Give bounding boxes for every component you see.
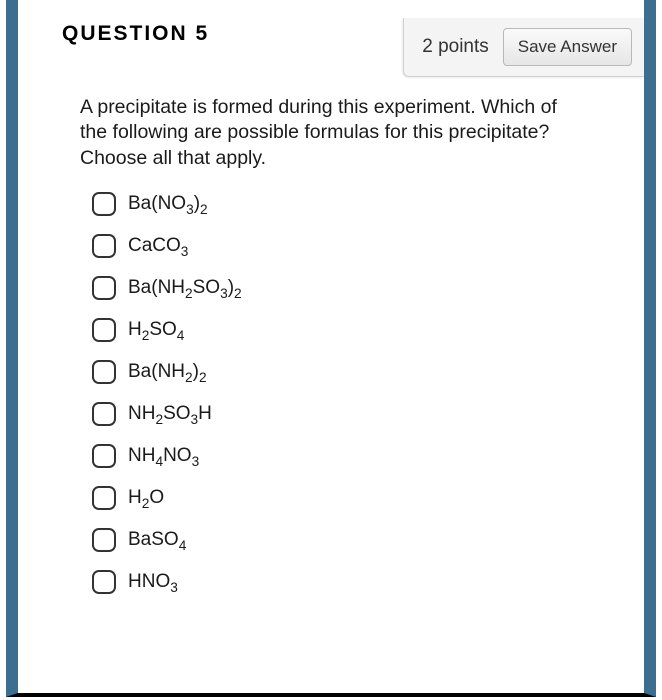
option-label: Ba(NH2SO3)2 <box>128 277 242 299</box>
save-answer-button[interactable]: Save Answer <box>503 28 632 66</box>
option-row: Ba(NH2)2 <box>92 351 644 393</box>
option-checkbox[interactable] <box>92 444 116 468</box>
option-label: NH4NO3 <box>128 445 199 467</box>
option-row: Ba(NH2SO3)2 <box>92 267 644 309</box>
option-label: H2O <box>128 487 164 509</box>
question-header: QUESTION 5 2 points Save Answer <box>18 0 644 77</box>
option-checkbox[interactable] <box>92 486 116 510</box>
option-label: BaSO4 <box>128 529 186 551</box>
option-row: NH4NO3 <box>92 435 644 477</box>
option-checkbox[interactable] <box>92 360 116 384</box>
option-row: BaSO4 <box>92 519 644 561</box>
option-label: NH2SO3H <box>128 403 212 425</box>
option-row: HNO3 <box>92 561 644 603</box>
option-label: Ba(NH2)2 <box>128 361 207 383</box>
options-list: Ba(NO3)2 CaCO3 Ba(NH2SO3)2 H2SO4 Ba(NH2)2 NH2… <box>18 171 644 603</box>
header-toolbar: 2 points Save Answer <box>403 18 644 77</box>
question-prompt: A precipitate is formed during this expe… <box>18 77 644 171</box>
option-checkbox[interactable] <box>92 234 116 258</box>
option-checkbox[interactable] <box>92 402 116 426</box>
question-title: QUESTION 5 <box>18 18 209 46</box>
option-label: HNO3 <box>128 571 178 593</box>
option-checkbox[interactable] <box>92 276 116 300</box>
option-checkbox[interactable] <box>92 528 116 552</box>
option-row: CaCO3 <box>92 225 644 267</box>
option-row: NH2SO3H <box>92 393 644 435</box>
points-label: 2 points <box>422 36 489 58</box>
option-label: Ba(NO3)2 <box>128 193 208 215</box>
option-checkbox[interactable] <box>92 318 116 342</box>
option-row: Ba(NO3)2 <box>92 183 644 225</box>
option-row: H2SO4 <box>92 309 644 351</box>
option-row: H2O <box>92 477 644 519</box>
option-label: CaCO3 <box>128 235 188 257</box>
option-checkbox[interactable] <box>92 570 116 594</box>
question-frame: QUESTION 5 2 points Save Answer A precip… <box>6 0 656 697</box>
option-checkbox[interactable] <box>92 192 116 216</box>
option-label: H2SO4 <box>128 319 184 341</box>
